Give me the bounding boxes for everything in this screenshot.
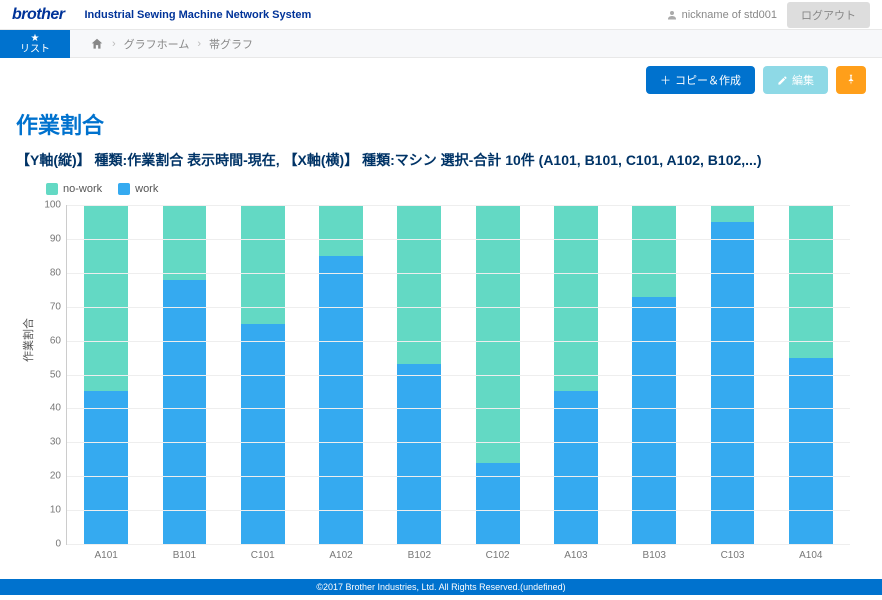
y-tick-label: 20 <box>50 471 67 482</box>
grid-line <box>67 341 850 342</box>
y-tick-label: 100 <box>44 200 67 211</box>
breadcrumb: › グラフホーム › 帯グラフ <box>90 36 253 52</box>
bar-segment-nowork <box>163 205 207 280</box>
brand-logo: brother <box>12 6 65 24</box>
edit-button[interactable]: 編集 <box>763 66 828 94</box>
bar-segment-work <box>632 297 676 544</box>
page-subtitle: 【Y軸(縦)】 種類:作業割合 表示時間-現在, 【X軸(横)】 種類:マシン … <box>16 150 866 171</box>
grid-line <box>67 442 850 443</box>
bar-segment-work <box>84 391 128 544</box>
breadcrumb-item-graph-home[interactable]: グラフホーム <box>124 36 190 52</box>
pencil-icon <box>777 75 788 86</box>
grid-line <box>67 239 850 240</box>
page-title: 作業割合 <box>16 108 866 140</box>
x-tick-label: A102 <box>329 550 352 561</box>
x-tick-label: C101 <box>251 550 275 561</box>
footer: ©2017 Brother Industries, Ltd. All Right… <box>0 579 882 595</box>
star-icon: ★ <box>31 33 40 44</box>
bar-segment-nowork <box>554 205 598 391</box>
legend-item-work[interactable]: work <box>118 183 158 195</box>
header-bar: brother Industrial Sewing Machine Networ… <box>0 0 882 30</box>
grid-line <box>67 510 850 511</box>
navbar: ★ リスト › グラフホーム › 帯グラフ <box>0 30 882 58</box>
x-tick-label: B102 <box>408 550 431 561</box>
grid-line <box>67 307 850 308</box>
bar-segment-work <box>163 280 207 544</box>
bar-segment-nowork <box>632 205 676 297</box>
y-tick-label: 40 <box>50 403 67 414</box>
bar-segment-work <box>476 463 520 544</box>
breadcrumb-sep-icon: › <box>197 38 201 50</box>
breadcrumb-item-band-graph[interactable]: 帯グラフ <box>209 36 253 52</box>
user-name-text: nickname of std001 <box>682 9 777 21</box>
grid-line <box>67 408 850 409</box>
grid-line <box>67 273 850 274</box>
list-tab[interactable]: ★ リスト <box>0 30 70 58</box>
bar-segment-work <box>711 222 755 544</box>
bar-segment-nowork <box>84 205 128 391</box>
pin-icon <box>844 73 858 87</box>
x-tick-label: C102 <box>486 550 510 561</box>
chart-legend: no-work work <box>46 183 866 195</box>
pin-button[interactable] <box>836 66 866 94</box>
actions-row: ＋ コピー＆作成 編集 <box>0 58 882 94</box>
grid-line <box>67 544 850 545</box>
user-icon <box>666 9 678 21</box>
x-tick-label: A101 <box>94 550 117 561</box>
breadcrumb-sep-icon: › <box>112 38 116 50</box>
content: 作業割合 【Y軸(縦)】 種類:作業割合 表示時間-現在, 【X軸(横)】 種類… <box>0 94 882 569</box>
bar-segment-work <box>789 358 833 544</box>
legend-swatch-nowork <box>46 183 58 195</box>
legend-label-nowork: no-work <box>63 183 102 195</box>
grid-line <box>67 476 850 477</box>
list-tab-label: リスト <box>20 44 50 55</box>
copy-create-label: コピー＆作成 <box>675 72 741 88</box>
y-tick-label: 90 <box>50 233 67 244</box>
bar-segment-nowork <box>789 205 833 358</box>
copy-create-button[interactable]: ＋ コピー＆作成 <box>646 66 755 94</box>
grid-line <box>67 375 850 376</box>
edit-label: 編集 <box>792 72 814 88</box>
y-axis-label: 作業割合 <box>20 318 36 362</box>
bar-segment-work <box>319 256 363 544</box>
user-name-label: nickname of std001 <box>666 9 777 21</box>
y-tick-label: 50 <box>50 369 67 380</box>
home-icon[interactable] <box>90 37 104 51</box>
legend-swatch-work <box>118 183 130 195</box>
y-tick-label: 60 <box>50 335 67 346</box>
y-tick-label: 0 <box>55 539 67 550</box>
bar-segment-nowork <box>319 205 363 256</box>
bar-segment-work <box>397 364 441 544</box>
bar-segment-nowork <box>476 205 520 463</box>
plus-icon: ＋ <box>660 72 671 88</box>
chart: 作業割合 A101B101C101A102B102C102A103B103C10… <box>26 199 866 569</box>
plot-area: A101B101C101A102B102C102A103B103C103A104… <box>66 205 850 545</box>
logout-button[interactable]: ログアウト <box>787 2 870 28</box>
bar-segment-work <box>554 391 598 544</box>
x-tick-label: A103 <box>564 550 587 561</box>
x-tick-label: B101 <box>173 550 196 561</box>
system-title: Industrial Sewing Machine Network System <box>85 9 312 21</box>
bar-segment-nowork <box>711 205 755 222</box>
legend-item-nowork[interactable]: no-work <box>46 183 102 195</box>
x-tick-label: C103 <box>721 550 745 561</box>
y-tick-label: 30 <box>50 437 67 448</box>
grid-line <box>67 205 850 206</box>
x-tick-label: B103 <box>643 550 666 561</box>
legend-label-work: work <box>135 183 158 195</box>
y-tick-label: 80 <box>50 267 67 278</box>
x-tick-label: A104 <box>799 550 822 561</box>
y-tick-label: 10 <box>50 505 67 516</box>
y-tick-label: 70 <box>50 301 67 312</box>
